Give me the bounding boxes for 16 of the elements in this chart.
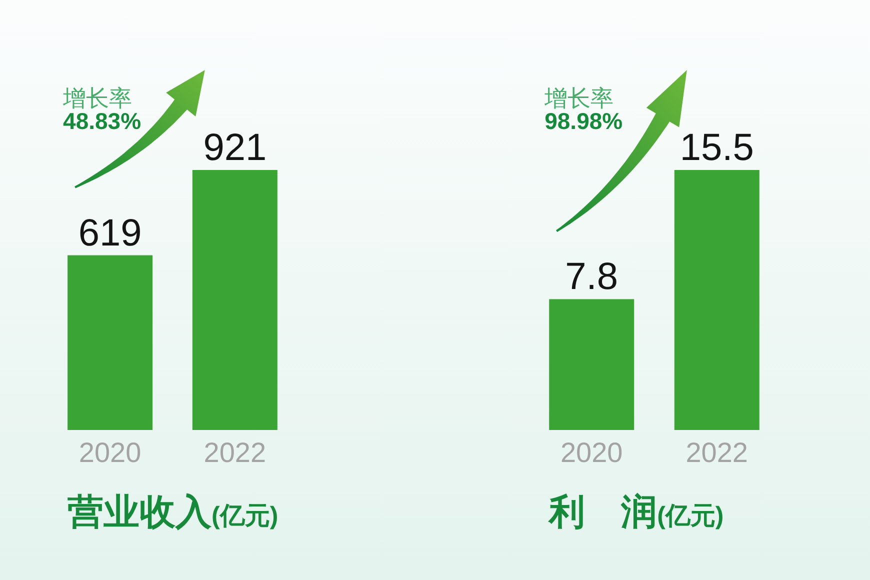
x-tick-label: 2022: [204, 437, 266, 468]
text: 增长率: [544, 85, 614, 111]
text: (亿元): [212, 502, 278, 530]
text: 营业收入: [68, 491, 213, 532]
text: (亿元): [657, 502, 724, 530]
text: 48.83%: [63, 108, 142, 134]
text: 增长率: [62, 85, 132, 111]
data-label: 619: [78, 212, 142, 254]
text: 98.98%: [544, 108, 623, 134]
x-tick-label: 2020: [78, 437, 142, 468]
data-label: 15.5: [680, 127, 754, 169]
x-tick-label: 2020: [560, 437, 623, 468]
text: 利 润: [547, 491, 658, 532]
data-label: 7.8: [565, 256, 618, 298]
data-label: 921: [203, 127, 267, 169]
x-tick-label: 2022: [686, 437, 748, 468]
